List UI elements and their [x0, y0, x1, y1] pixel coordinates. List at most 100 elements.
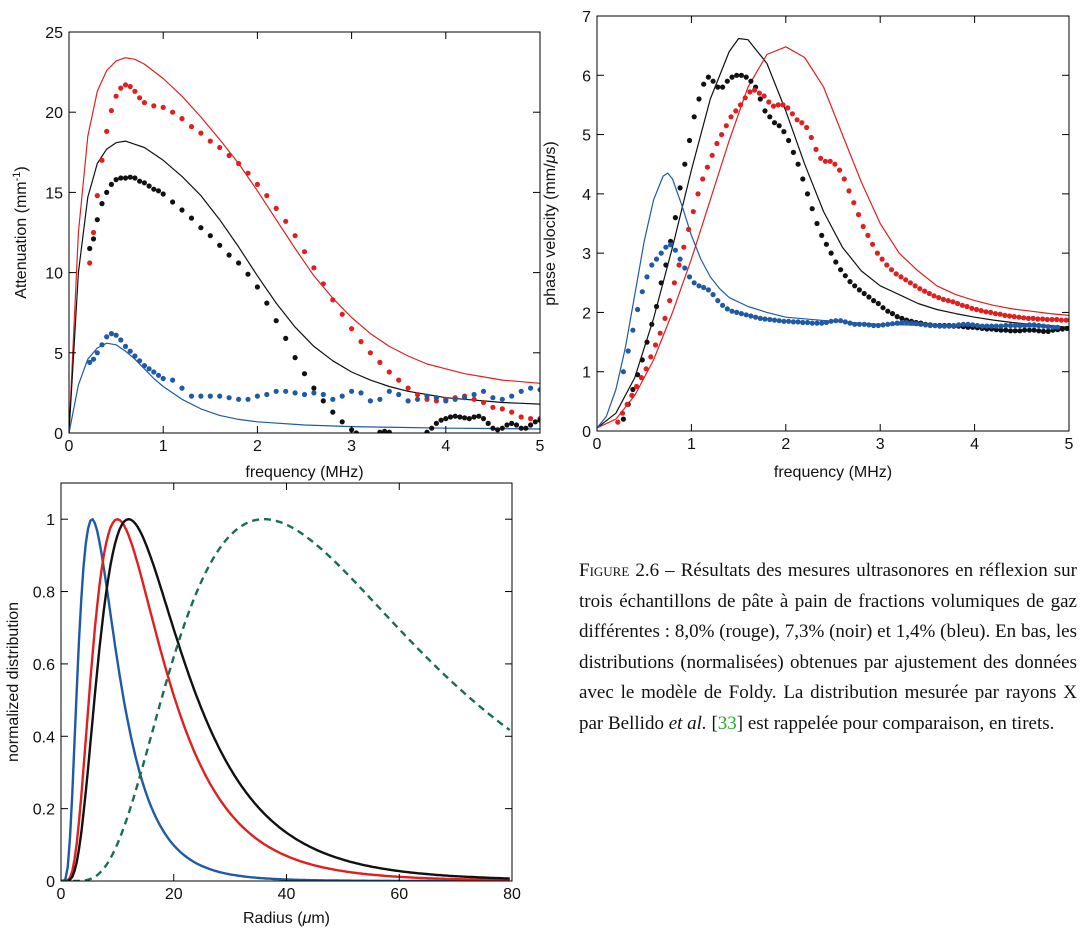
data-point-series-3: [866, 294, 872, 300]
normalized-distribution-chart: 0 20 40 60 80 0 0.2 0.4 0.6 0.8 1 Radius (μm) normal…: [5, 482, 521, 927]
data-point-series-5: [691, 280, 697, 286]
data-point-series-7: [443, 398, 449, 404]
data-point-series-4: [1002, 312, 1008, 318]
y-tick-label: 2: [582, 305, 591, 322]
data-point-series-7: [87, 359, 93, 365]
data-point-series-4: [207, 233, 213, 239]
data-point-series-4: [339, 419, 345, 425]
data-point-series-4: [893, 271, 899, 277]
data-point-series-5: [1055, 324, 1061, 330]
data-point-series-4: [1044, 316, 1050, 323]
data-point-series-3: [1007, 328, 1014, 334]
y-tick-label: 5: [582, 128, 591, 145]
data-point-series-3: [757, 96, 763, 102]
x-axis-label-text: frequency (MHz): [245, 464, 363, 481]
data-point-series-3: [776, 123, 782, 129]
data-point-series-4: [643, 366, 649, 372]
data-point-series-7: [132, 353, 138, 359]
data-point-series-3: [170, 109, 176, 115]
data-point-series-4: [1011, 314, 1017, 320]
data-point-series-7: [283, 388, 289, 394]
data-point-series-4: [1025, 315, 1031, 321]
data-point-series-4: [695, 191, 701, 197]
data-point-series-5: [937, 323, 943, 329]
data-point-series-5: [653, 256, 660, 262]
axes-frame: [68, 31, 541, 434]
data-point-series-4: [283, 335, 289, 341]
data-point-series-5: [710, 292, 716, 298]
data-point-series-3: [87, 260, 93, 266]
data-point-series-3: [273, 205, 279, 211]
x-axis-label: frequency (MHz): [245, 464, 363, 481]
data-point-series-5: [918, 321, 924, 327]
data-point-series-4: [912, 283, 918, 289]
data-point-series-5: [913, 321, 919, 327]
data-point-series-4: [94, 217, 100, 223]
data-point-series-4: [1030, 315, 1036, 321]
data-point-series-3: [649, 321, 655, 327]
data-point-series-3: [1017, 328, 1023, 334]
data-point-series-4: [137, 178, 143, 184]
data-point-series-4: [108, 181, 114, 187]
data-point-series-3: [998, 327, 1004, 333]
data-point-series-4: [99, 201, 105, 207]
data-point-series-4: [898, 274, 904, 280]
data-point-series-5: [672, 247, 679, 253]
caption-reference-link[interactable]: 33: [717, 712, 737, 734]
data-point-series-5: [951, 322, 957, 329]
data-point-series-4: [179, 207, 185, 213]
data-point-series-5: [776, 318, 782, 324]
data-point-series-5: [1040, 323, 1047, 329]
data-point-series-3: [823, 241, 830, 247]
data-point-series-4: [690, 209, 696, 215]
data-point-series-4: [1021, 315, 1027, 321]
data-point-series-5: [1036, 322, 1042, 329]
y-axis-label-text: phase velocity (mm/: [542, 163, 559, 306]
series-group: [597, 37, 1069, 429]
y-tick-label: 7: [582, 9, 591, 26]
x-axis-label-tail: m): [311, 910, 330, 927]
data-point-series-7: [90, 356, 97, 362]
data-point-series-4: [988, 309, 994, 315]
data-point-series-6: [471, 414, 477, 420]
data-point-series-3: [1040, 328, 1047, 334]
data-point-series-4: [789, 111, 796, 117]
series-line-0: [69, 57, 540, 433]
caption-etal: et al.: [668, 712, 707, 734]
data-point-series-6: [466, 416, 472, 422]
data-point-series-4: [737, 102, 744, 108]
data-point-series-5: [800, 319, 806, 326]
data-point-series-7: [292, 390, 298, 396]
data-point-series-4: [118, 175, 124, 181]
data-point-series-4: [236, 260, 242, 266]
y-tick-label: 15: [45, 185, 63, 202]
data-point-series-5: [705, 287, 712, 293]
data-point-series-3: [264, 193, 270, 199]
data-point-series-6: [433, 420, 439, 426]
data-point-series-5: [932, 322, 938, 329]
data-point-series-4: [969, 305, 975, 311]
data-point-series-6: [523, 425, 529, 431]
data-point-series-7: [245, 396, 251, 402]
data-point-series-5: [965, 321, 971, 327]
data-point-series-3: [349, 326, 355, 332]
data-point-series-5: [748, 313, 754, 319]
data-point-series-7: [405, 398, 411, 404]
data-point-series-7: [499, 396, 505, 402]
data-point-series-4: [841, 176, 847, 182]
data-point-series-4: [226, 252, 232, 258]
data-point-series-5: [1017, 322, 1023, 329]
data-point-series-3: [386, 369, 392, 375]
data-point-series-3: [311, 265, 317, 271]
data-point-series-5: [696, 283, 702, 289]
data-point-series-3: [490, 404, 496, 410]
data-point-series-5: [861, 321, 867, 327]
data-point-series-3: [254, 181, 260, 187]
data-point-series-7: [471, 391, 477, 398]
y-tick-label: 0.6: [33, 657, 55, 674]
data-point-series-5: [757, 315, 763, 321]
data-point-series-3: [856, 287, 863, 293]
data-point-series-4: [756, 90, 763, 96]
data-point-series-5: [734, 309, 740, 315]
data-point-series-4: [917, 286, 923, 292]
